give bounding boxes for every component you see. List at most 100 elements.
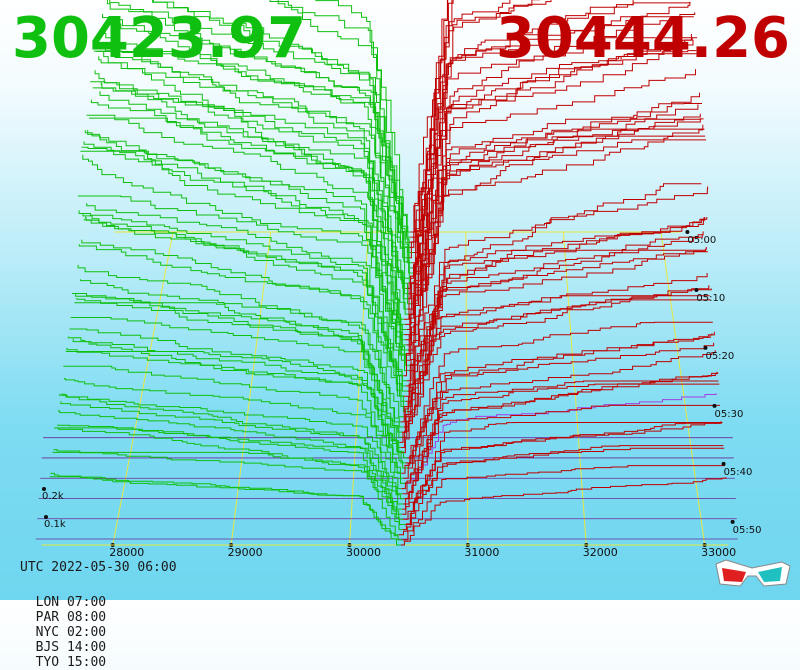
grid-line <box>230 231 272 546</box>
timezone-bjs: BJS 14:00 <box>35 640 107 655</box>
bid-depth-line <box>53 449 403 531</box>
bid-depth-line <box>67 336 408 469</box>
bid-depth-line <box>99 91 410 295</box>
ask-depth-line <box>404 124 704 356</box>
bid-depth-line <box>69 328 406 464</box>
x-tick-label: 30000 <box>346 546 381 559</box>
bid-price: 30423.97 <box>12 6 307 71</box>
ask-depth-line <box>405 104 699 325</box>
depth-tick-label: 0.2k <box>42 491 64 502</box>
axis-labels: 28000 29000 30000 31000 32000 33000 05:00 05:10… <box>42 230 761 559</box>
bid-depth-line <box>65 351 404 479</box>
depth-tick-dot <box>44 515 48 519</box>
bid-depth-line <box>109 0 414 253</box>
bid-depth-line <box>76 298 402 433</box>
ask-depth-line <box>407 118 704 361</box>
bid-depth-line <box>80 150 404 377</box>
bid-depth-line <box>78 210 407 382</box>
ask-depth-line <box>405 422 723 525</box>
bid-depth-line <box>78 244 401 423</box>
bid-depth-line <box>64 378 407 484</box>
grid-line <box>348 231 369 546</box>
time-tick-dot <box>703 345 708 350</box>
bid-depth-line <box>63 365 402 490</box>
depth-chart: 28000 29000 30000 31000 32000 33000 05:00 05:10… <box>35 0 761 559</box>
ask-depth-line <box>400 247 707 423</box>
bid-depth-line <box>54 427 406 525</box>
time-tick-label: 05:50 <box>733 525 762 536</box>
bid-depth-line <box>93 50 404 320</box>
ask-depth-line <box>405 321 713 464</box>
bid-depth-line <box>52 451 399 536</box>
bid-depth-line <box>269 0 413 269</box>
ask-depth-line <box>398 447 725 536</box>
timezone-lon: LON 07:00 <box>35 595 107 610</box>
bid-depth-line <box>50 472 403 541</box>
bid-depth-line <box>106 0 413 264</box>
time-tick-label: 05:30 <box>715 409 744 420</box>
bid-depth-line <box>82 213 406 407</box>
bid-depth-line <box>103 51 410 279</box>
grid-line <box>112 231 174 546</box>
bid-depth-line <box>81 146 409 371</box>
3d-glasses-icon[interactable] <box>712 554 792 590</box>
time-tick-dot <box>694 287 699 292</box>
bid-depth-line <box>152 0 410 243</box>
ask-depth-line <box>408 103 702 351</box>
depth-lines <box>49 0 727 546</box>
bid-depth-line <box>59 393 404 505</box>
bid-depth-line <box>75 292 403 438</box>
depth-tick-label: 0.1k <box>44 519 66 530</box>
bid-depth-line <box>81 239 409 413</box>
ask-depth-line <box>402 421 722 515</box>
ask-depth-line <box>402 404 721 510</box>
bid-depth-line <box>96 51 408 310</box>
ask-depth-line <box>403 350 716 479</box>
time-tick-label: 05:10 <box>696 293 725 304</box>
x-tick-label: 28000 <box>109 546 144 559</box>
time-tick-dot <box>685 230 690 234</box>
ask-depth-line <box>402 465 725 541</box>
bid-depth-line <box>104 30 413 274</box>
ask-depth-line <box>405 231 704 402</box>
bid-depth-line <box>89 117 406 341</box>
ask-depth-line <box>409 2 691 279</box>
timezone-bar: LON 07:00 PAR 08:00 NYC 02:00 BJS 14:00 … <box>20 580 132 670</box>
ask-depth-line <box>406 393 717 484</box>
ask-depth-line <box>404 380 719 500</box>
ask-depth-line <box>407 342 715 469</box>
bid-depth-line <box>77 264 404 428</box>
ask-depth-line <box>409 0 552 243</box>
bid-depth-line <box>66 347 402 474</box>
ask-depth-line <box>407 16 694 300</box>
x-tick-label: 31000 <box>464 546 499 559</box>
ask-depth-line <box>407 69 696 310</box>
bid-depth-line <box>57 424 403 515</box>
time-tick-label: 05:40 <box>724 467 753 478</box>
ask-depth-line <box>404 249 706 418</box>
ask-depth-line <box>399 295 710 443</box>
time-tick-label: 05:20 <box>705 351 734 362</box>
ask-depth-line <box>404 37 698 320</box>
bid-depth-line <box>61 393 403 495</box>
ask-depth-line <box>400 288 712 454</box>
bid-depth-line <box>70 317 408 459</box>
bid-depth-line <box>98 56 408 300</box>
utc-time: UTC 2022-05-30 06:00 <box>20 560 177 575</box>
ask-depth-line <box>408 135 706 371</box>
ask-depth-line <box>405 186 709 387</box>
timezone-tyo: TYO 15:00 <box>35 655 107 670</box>
bid-depth-line <box>60 401 405 500</box>
ask-depth-line <box>410 128 705 366</box>
bid-depth-line <box>80 279 405 418</box>
ask-depth-line <box>412 34 692 284</box>
bid-depth-line <box>49 476 401 546</box>
ask-depth-line <box>402 372 719 495</box>
bid-depth-line <box>100 81 406 289</box>
bid-depth-line <box>90 99 407 330</box>
ask-depth-line <box>403 383 720 505</box>
ask-depth-line <box>410 0 511 238</box>
time-tick-dot <box>712 403 717 408</box>
bid-depth-line <box>84 130 405 356</box>
x-tick-label: 29000 <box>228 546 263 559</box>
